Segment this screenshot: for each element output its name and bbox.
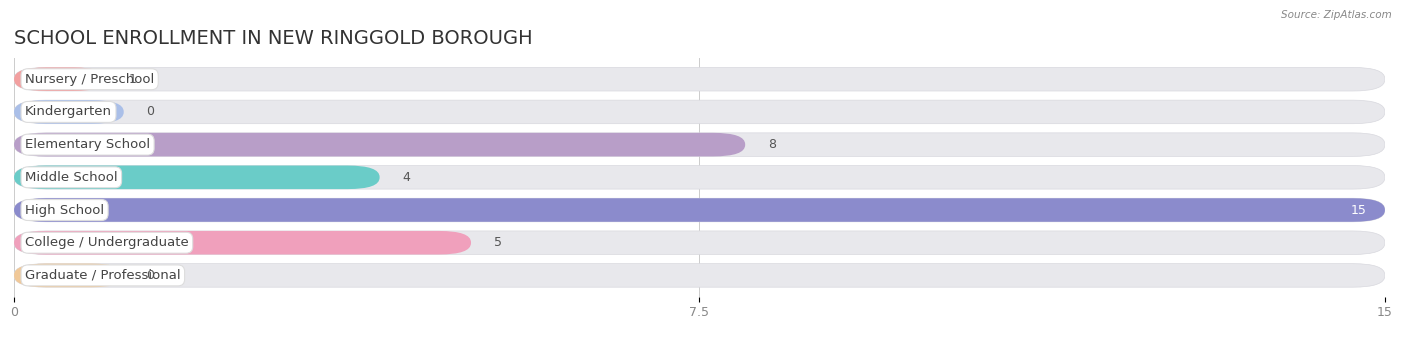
FancyBboxPatch shape <box>14 133 1385 157</box>
FancyBboxPatch shape <box>14 231 1385 254</box>
FancyBboxPatch shape <box>14 100 124 124</box>
FancyBboxPatch shape <box>14 198 1385 222</box>
Text: Graduate / Professional: Graduate / Professional <box>25 269 180 282</box>
Text: 0: 0 <box>146 105 155 118</box>
FancyBboxPatch shape <box>14 100 1385 124</box>
FancyBboxPatch shape <box>14 198 1385 222</box>
Text: 0: 0 <box>146 269 155 282</box>
Text: 1: 1 <box>128 73 136 86</box>
Text: College / Undergraduate: College / Undergraduate <box>25 236 188 249</box>
FancyBboxPatch shape <box>14 264 1385 287</box>
Text: 4: 4 <box>402 171 411 184</box>
FancyBboxPatch shape <box>14 68 105 91</box>
FancyBboxPatch shape <box>14 165 380 189</box>
FancyBboxPatch shape <box>14 264 124 287</box>
FancyBboxPatch shape <box>14 165 1385 189</box>
Text: 8: 8 <box>768 138 776 151</box>
Text: Kindergarten: Kindergarten <box>25 105 112 118</box>
Text: Source: ZipAtlas.com: Source: ZipAtlas.com <box>1281 10 1392 20</box>
Text: High School: High School <box>25 204 104 217</box>
Text: 15: 15 <box>1351 204 1367 217</box>
Text: Elementary School: Elementary School <box>25 138 150 151</box>
Text: Nursery / Preschool: Nursery / Preschool <box>25 73 155 86</box>
Text: SCHOOL ENROLLMENT IN NEW RINGGOLD BOROUGH: SCHOOL ENROLLMENT IN NEW RINGGOLD BOROUG… <box>14 29 533 48</box>
FancyBboxPatch shape <box>14 231 471 254</box>
Text: Middle School: Middle School <box>25 171 118 184</box>
FancyBboxPatch shape <box>14 68 1385 91</box>
Text: 5: 5 <box>494 236 502 249</box>
FancyBboxPatch shape <box>14 133 745 157</box>
